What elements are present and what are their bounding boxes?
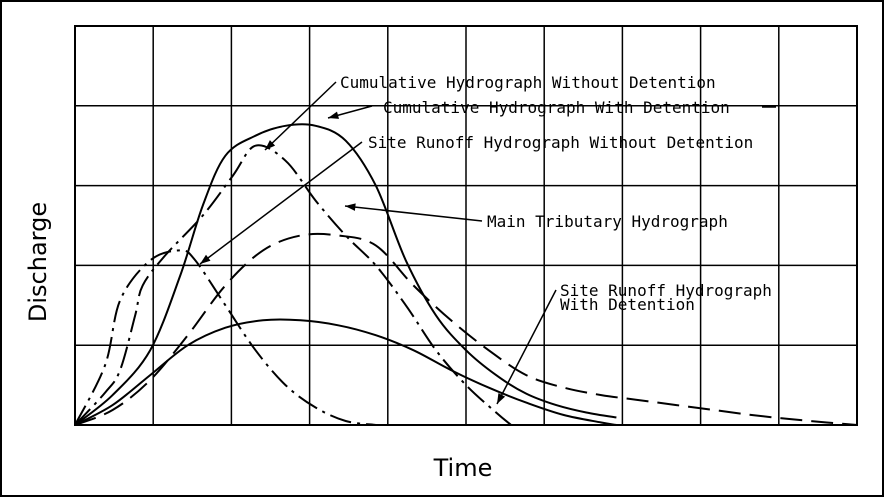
annotation-site-runoff-with-detention-line1: Site Runoff Hydrograph — [560, 281, 772, 300]
series-line-1 — [74, 123, 617, 426]
y-axis-label: Discharge — [24, 202, 52, 322]
arrowhead-0 — [265, 140, 276, 150]
leader-line-4 — [496, 289, 557, 405]
leader-line-0 — [264, 81, 337, 151]
annotation-cumulative-without-detention: Cumulative Hydrograph Without Detention — [340, 73, 716, 92]
leader-line-3 — [344, 205, 483, 222]
series-line-0 — [74, 144, 512, 426]
grid — [75, 26, 857, 425]
leader-lines — [199, 81, 776, 405]
leader-line-2 — [199, 141, 363, 265]
x-axis-label: Time — [433, 454, 493, 482]
series-line-2 — [74, 249, 376, 426]
plot-area-border — [74, 25, 858, 426]
arrowhead-1 — [328, 111, 339, 119]
series-line-4 — [74, 318, 617, 426]
annotation-site-runoff-with-detention-line2: With Detention — [560, 295, 695, 314]
arrowhead-3 — [345, 203, 356, 211]
series-layer — [74, 123, 858, 426]
annotation-main-tributary: Main Tributary Hydrograph — [487, 212, 728, 231]
annotation-cumulative-with-detention: Cumulative Hydrograph With Detention — [383, 98, 730, 117]
series-line-3 — [74, 232, 858, 426]
arrowhead-4 — [497, 393, 506, 404]
annotation-site-runoff-without-detention: Site Runoff Hydrograph Without Detention — [368, 133, 753, 152]
arrowhead-2 — [200, 254, 211, 264]
